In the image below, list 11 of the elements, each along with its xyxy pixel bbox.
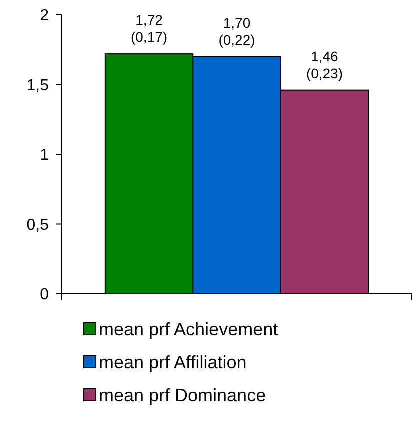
legend-label: mean prf Affiliation [99,352,247,372]
legend-label: mean prf Dominance [99,385,266,406]
y-tick-label: 2 [40,8,50,25]
data-label: 1,46 (0,23) [306,48,344,82]
y-tick-label: 1,5 [26,77,50,94]
y-tick-label: 0,5 [26,216,50,234]
legend-label: mean prf Achievement [99,319,278,340]
y-tick-label: 0 [40,286,50,304]
y-tick-label: 1 [40,147,50,164]
data-label: 1,70 (0,22) [218,14,256,48]
data-label: 1,72 (0,17) [130,12,168,46]
